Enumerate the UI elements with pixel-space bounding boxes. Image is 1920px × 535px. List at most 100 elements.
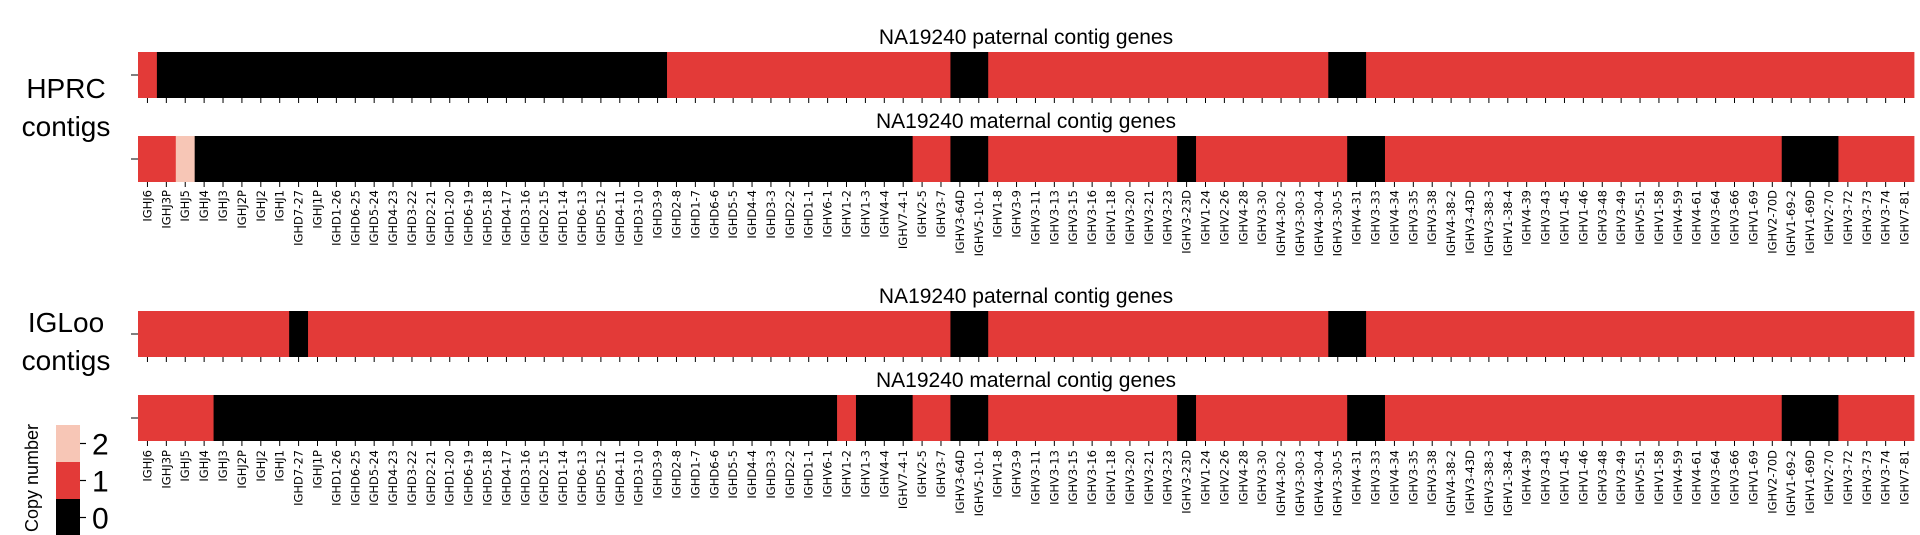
x-tick-label: IGHV1-24 xyxy=(1198,190,1212,245)
x-tick-label: IGHV4-61 xyxy=(1690,450,1704,505)
x-tick-label: IGHV4-4 xyxy=(877,190,891,238)
x-tick-label: IGHD3-10 xyxy=(632,450,646,506)
heatmap-cell xyxy=(1177,395,1197,441)
x-tick-label: IGHD5-18 xyxy=(481,450,495,506)
x-tick-label: IGHV2-70D xyxy=(1765,450,1779,514)
x-tick-label: IGHJ2P xyxy=(235,190,249,229)
x-tick-label: IGHV1-8 xyxy=(991,450,1005,498)
x-tick-label: IGHD1-20 xyxy=(443,450,457,506)
x-tick-label: IGHV4-38-2 xyxy=(1444,450,1458,516)
x-tick-label: IGHV3-38 xyxy=(1425,450,1439,505)
x-tick-label: IGHD5-5 xyxy=(726,190,740,239)
x-tick-label: IGHV1-18 xyxy=(1104,450,1118,505)
colorbar-segment xyxy=(56,499,80,535)
x-tick-label: IGHD5-24 xyxy=(367,450,381,506)
x-tick-label: IGHV1-3 xyxy=(858,450,872,498)
x-tick-label: IGHD5-12 xyxy=(594,450,608,506)
x-tick-label: IGHV3-33 xyxy=(1369,450,1383,505)
x-tick-label: IGHV3-35 xyxy=(1406,450,1420,505)
x-tick-label: IGHD6-25 xyxy=(348,450,362,506)
panel-title: NA19240 paternal contig genes xyxy=(879,285,1173,308)
x-tick-label: IGHV1-69-2 xyxy=(1784,190,1798,256)
x-tick-label: IGHD1-7 xyxy=(688,190,702,239)
x-tick-label: IGHV2-5 xyxy=(915,190,929,238)
x-tick-label: IGHD2-21 xyxy=(424,450,438,506)
x-tick-label: IGHD4-4 xyxy=(745,190,759,239)
heatmap-cell xyxy=(1838,395,1915,441)
x-tick-label: IGHD4-11 xyxy=(613,190,627,246)
heatmap-cell xyxy=(1781,395,1839,441)
group-label: contigs xyxy=(22,111,111,142)
x-tick-label: IGHV3-64 xyxy=(1709,450,1723,505)
x-tick-label: IGHD3-3 xyxy=(764,190,778,239)
x-tick-label: IGHV3-16 xyxy=(1085,190,1099,245)
colorbar-tick-label: 2 xyxy=(92,429,109,462)
heatmap-cell xyxy=(138,136,177,182)
x-tick-label: IGHV3-73 xyxy=(1860,190,1874,245)
x-tick-label: IGHV3-23 xyxy=(1161,190,1175,245)
x-tick-label: IGHV7-81 xyxy=(1898,450,1912,505)
x-tick-label: IGHD1-14 xyxy=(556,190,570,246)
x-tick-label: IGHJ3P xyxy=(159,450,173,489)
x-tick-label: IGHV3-9 xyxy=(1010,190,1024,238)
x-tick-label: IGHV3-13 xyxy=(1047,450,1061,505)
x-tick-label: IGHD7-27 xyxy=(292,190,306,246)
heatmap-cell xyxy=(855,395,914,441)
heatmap-cell xyxy=(1384,136,1783,182)
heatmap-cell xyxy=(138,52,158,98)
x-tick-label: IGHV2-26 xyxy=(1217,190,1231,245)
x-tick-label: IGHV3-74 xyxy=(1879,450,1893,505)
x-tick-label: IGHV4-34 xyxy=(1387,190,1401,245)
x-tick-label: IGHV3-30 xyxy=(1255,450,1269,505)
x-tick-label: IGHV4-30-4 xyxy=(1312,190,1326,256)
x-tick-label: IGHD4-11 xyxy=(613,450,627,506)
x-tick-label: IGHV3-11 xyxy=(1028,190,1042,245)
x-tick-label: IGHV1-58 xyxy=(1652,450,1666,505)
x-tick-label: IGHV2-70 xyxy=(1822,190,1836,245)
x-tick-label: IGHV3-23D xyxy=(1180,450,1194,514)
x-tick-label: IGHD6-6 xyxy=(707,190,721,239)
x-tick-label: IGHV1-69-2 xyxy=(1784,450,1798,516)
x-tick-label: IGHD1-26 xyxy=(329,190,343,246)
x-tick-label: IGHD1-26 xyxy=(329,450,343,506)
x-tick-label: IGHV4-31 xyxy=(1350,190,1364,245)
x-tick-label: IGHV3-38-3 xyxy=(1482,450,1496,516)
x-tick-label: IGHV3-20 xyxy=(1123,190,1137,245)
x-tick-label: IGHD3-9 xyxy=(651,190,665,239)
x-tick-label: IGHD5-12 xyxy=(594,190,608,246)
heatmap-cell xyxy=(138,311,290,357)
x-tick-label: IGHV3-15 xyxy=(1066,190,1080,245)
x-tick-label: IGHD1-20 xyxy=(443,190,457,246)
x-tick-label: IGHV3-66 xyxy=(1728,190,1742,245)
x-tick-label: IGHV4-31 xyxy=(1350,450,1364,505)
x-tick-label: IGHV4-30-2 xyxy=(1274,450,1288,516)
x-tick-label: IGHV4-30-4 xyxy=(1312,450,1326,516)
x-tick-label: IGHJ2 xyxy=(254,450,268,482)
x-tick-label: IGHV3-49 xyxy=(1614,450,1628,505)
x-tick-label: IGHV1-45 xyxy=(1557,190,1571,245)
x-tick-label: IGHV1-38-4 xyxy=(1501,190,1515,256)
x-tick-label: IGHD1-14 xyxy=(556,450,570,506)
x-tick-label: IGHV4-61 xyxy=(1690,190,1704,245)
x-tick-label: IGHD3-22 xyxy=(405,190,419,246)
heatmap-cell xyxy=(1838,136,1915,182)
x-tick-label: IGHD5-18 xyxy=(481,190,495,246)
x-tick-label: IGHV1-24 xyxy=(1198,450,1212,505)
x-tick-label: IGHV1-45 xyxy=(1557,450,1571,505)
group-label: contigs xyxy=(22,345,111,376)
heatmap-cell xyxy=(837,395,857,441)
x-tick-label: IGHV5-10-1 xyxy=(972,450,986,516)
x-tick-label: IGHV1-58 xyxy=(1652,190,1666,245)
x-tick-label: IGHD4-23 xyxy=(386,190,400,246)
x-tick-label: IGHJ4 xyxy=(197,190,211,222)
x-tick-label: IGHV3-64D xyxy=(953,190,967,254)
heatmap-cell xyxy=(988,136,1178,182)
x-tick-label: IGHD2-21 xyxy=(424,190,438,246)
group-label: HPRC xyxy=(26,73,105,104)
x-tick-label: IGHJ1 xyxy=(273,190,287,222)
x-tick-label: IGHJ5 xyxy=(178,450,192,482)
x-tick-label: IGHV6-1 xyxy=(821,190,835,238)
heatmap-cell xyxy=(1347,395,1386,441)
x-tick-label: IGHD3-16 xyxy=(518,190,532,246)
heatmap-cell xyxy=(1177,136,1197,182)
